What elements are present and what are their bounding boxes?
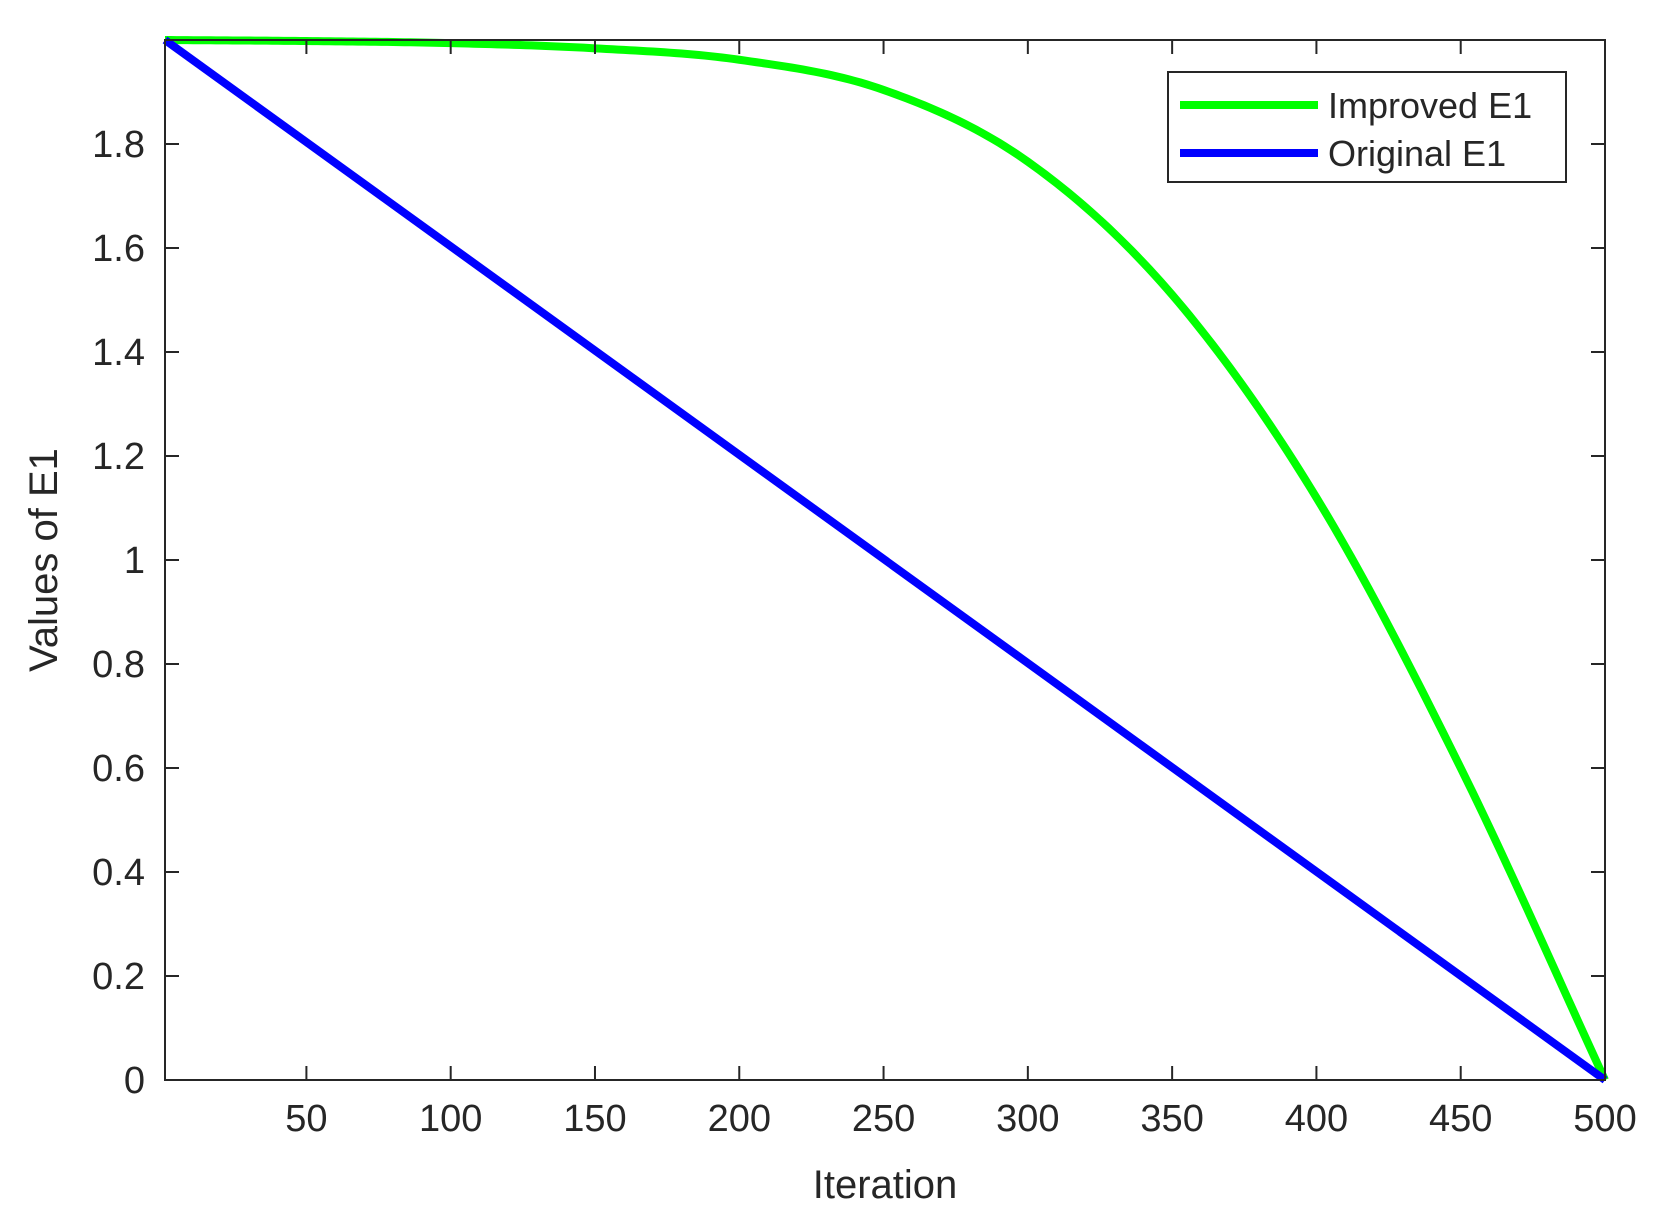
y-tick-label: 0	[124, 1060, 145, 1102]
y-tick-label: 1	[124, 540, 145, 582]
x-tick-label: 100	[419, 1098, 482, 1140]
series-line-1	[164, 36, 1609, 1082]
x-tick-label: 300	[996, 1098, 1059, 1140]
legend-label-2: Original E1	[1328, 133, 1506, 174]
y-tick-label: 0.4	[92, 852, 145, 894]
legend-box	[1167, 71, 1567, 183]
x-tick-label: 350	[1140, 1098, 1203, 1140]
y-tick-label: 1.2	[92, 436, 145, 478]
y-tick-label: 1.8	[92, 124, 145, 166]
x-tick-label: 500	[1573, 1098, 1636, 1140]
x-tick-label: 400	[1285, 1098, 1348, 1140]
x-tick-label: 150	[563, 1098, 626, 1140]
series-layer	[162, 36, 1609, 1084]
y-tick-label: 0.8	[92, 644, 145, 686]
series-line-2	[162, 36, 1608, 1084]
y-tick-label: 1.6	[92, 228, 145, 270]
legend-label-1: Improved E1	[1328, 85, 1532, 126]
x-axis-label: Iteration	[813, 1163, 958, 1207]
y-tick-label: 0.2	[92, 956, 145, 998]
x-tick-label: 250	[852, 1098, 915, 1140]
y-axis-label: Values of E1	[22, 448, 66, 672]
y-tick-label: 0.6	[92, 748, 145, 790]
ticks-layer: 50 100 150 200 250 300 350 400 450 500 0 0.2 0.4 0.6 0…	[92, 40, 1637, 1140]
x-tick-label: 50	[285, 1098, 327, 1140]
legend: Improved E1 Original E1	[1167, 71, 1567, 183]
y-tick-label: 1.4	[92, 332, 145, 374]
x-tick-label: 450	[1429, 1098, 1492, 1140]
x-tick-label: 200	[708, 1098, 771, 1140]
